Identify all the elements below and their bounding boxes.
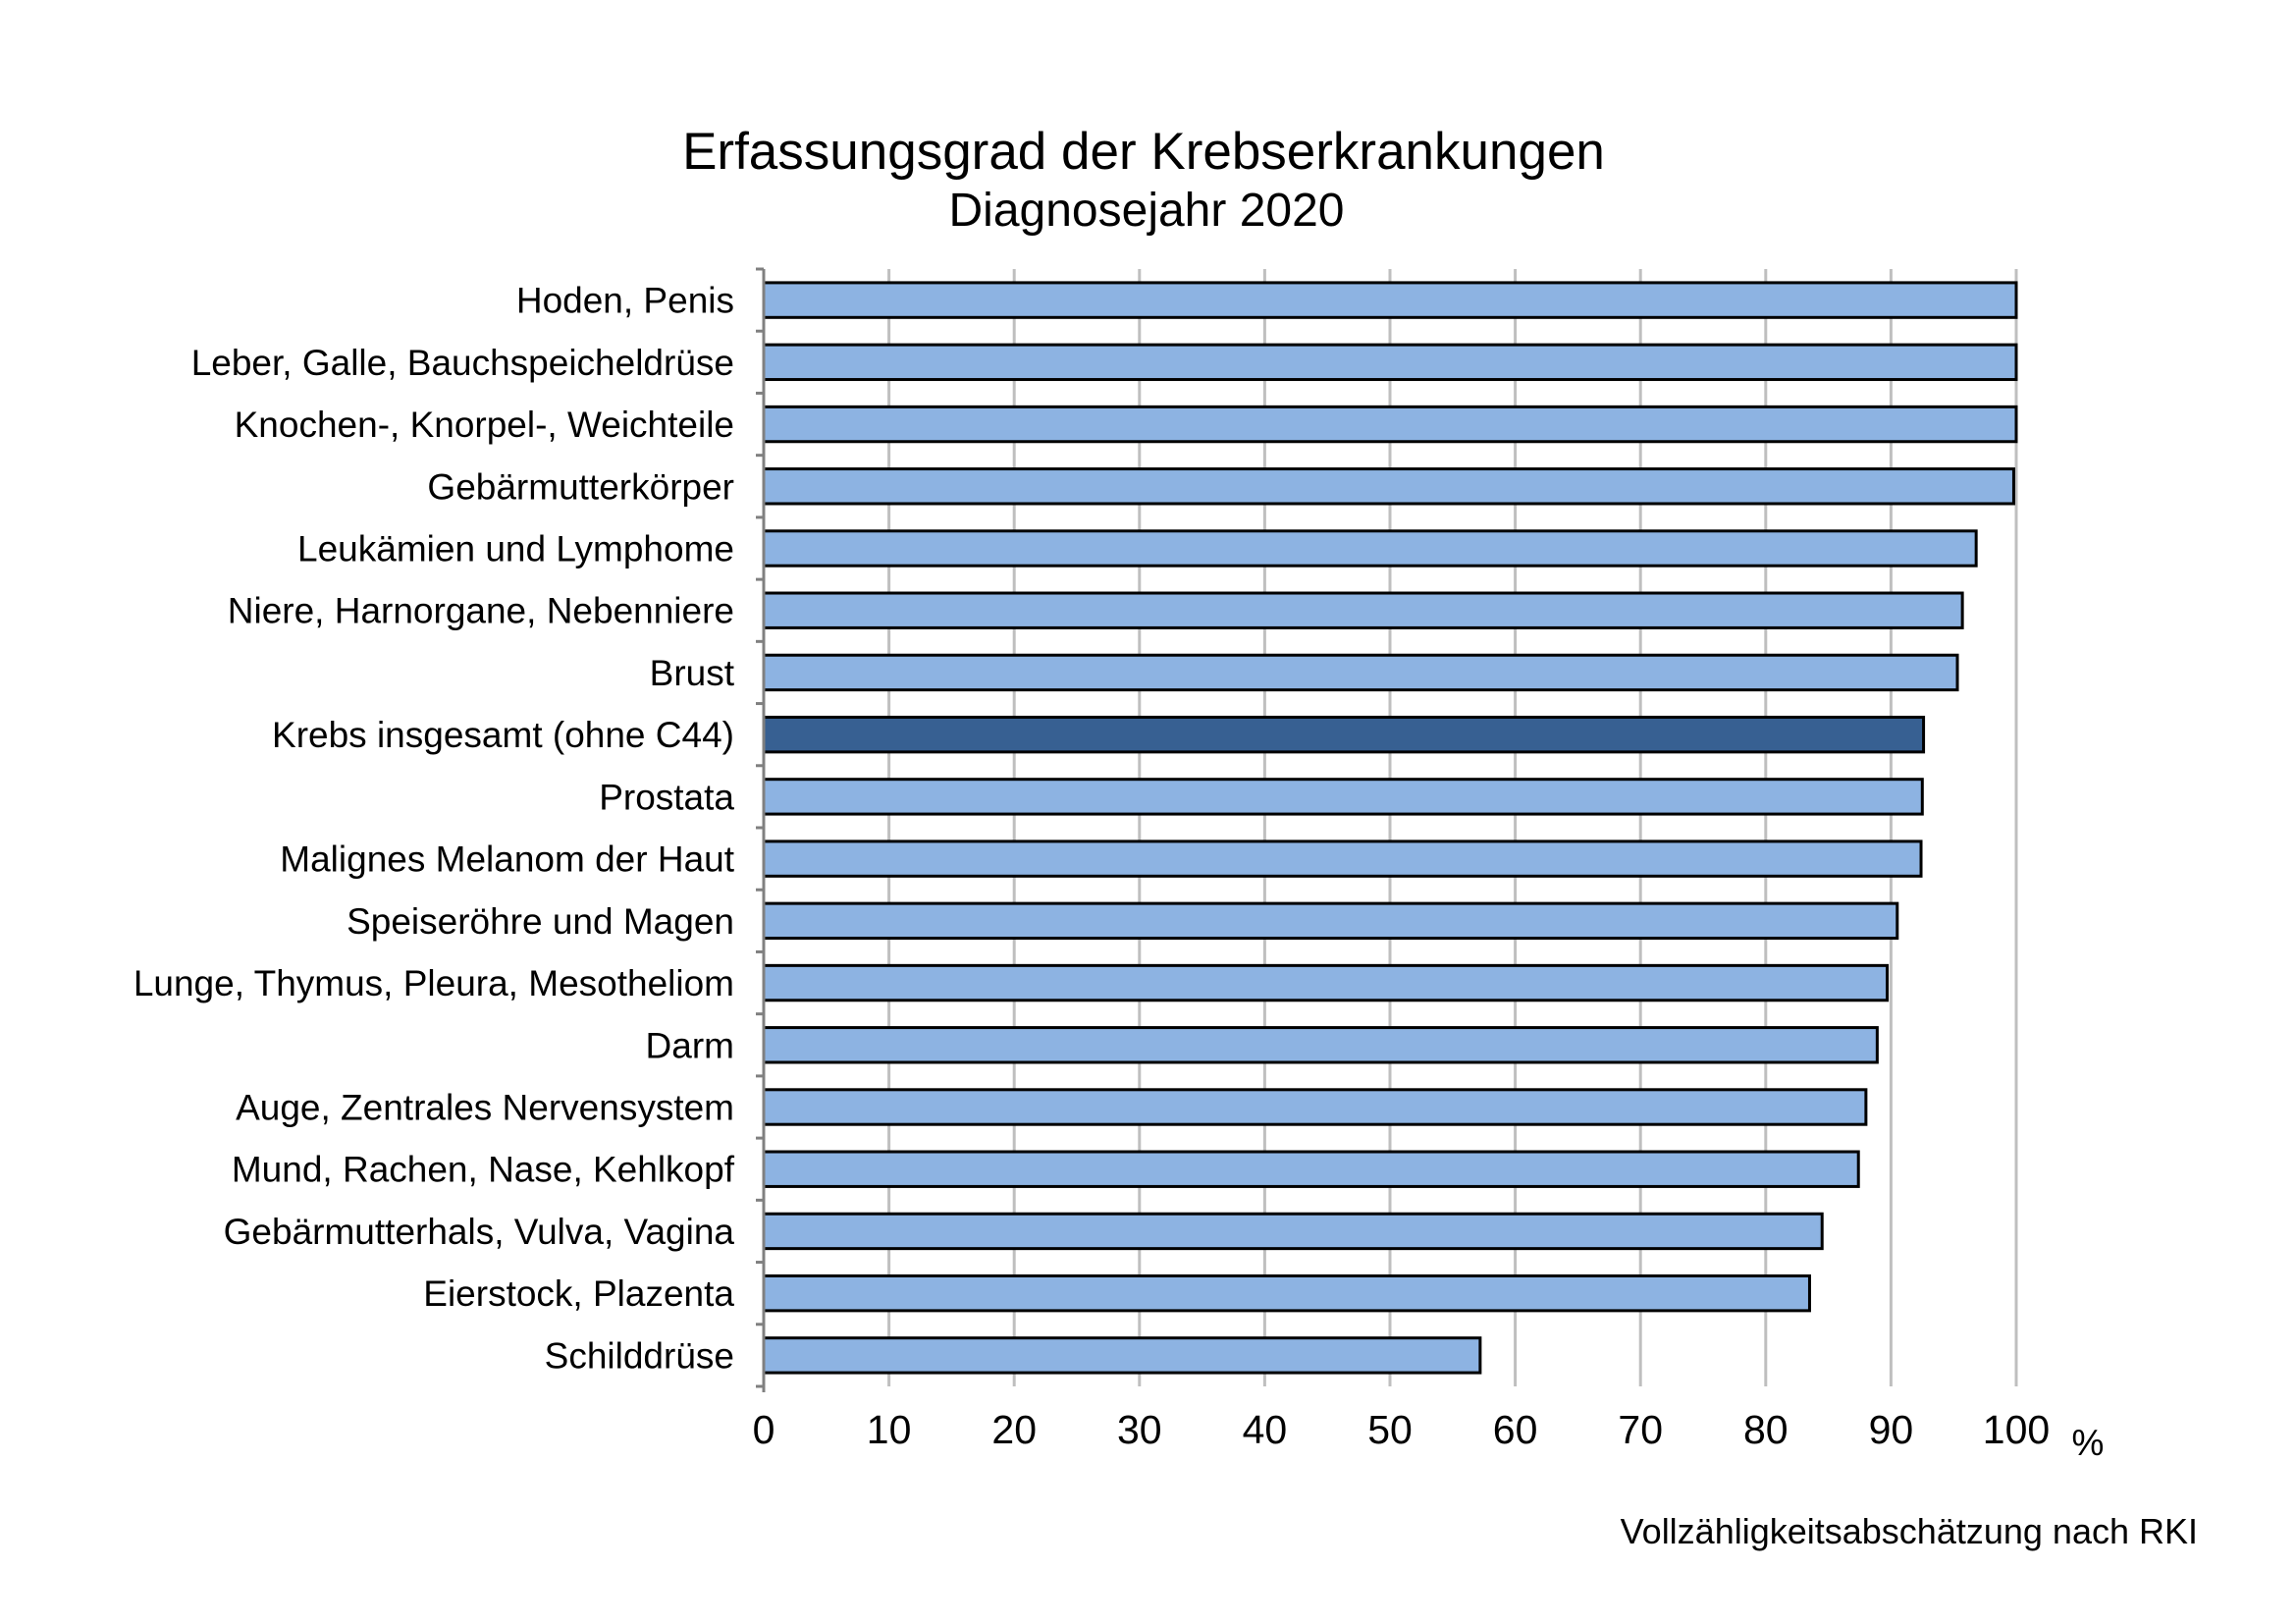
chart-title: Erfassungsgrad der Krebserkrankungen	[682, 123, 1605, 181]
category-label: Malignes Melanom der Haut	[280, 839, 734, 880]
bar	[762, 405, 2018, 444]
category-label: Eierstock, Plazenta	[423, 1273, 734, 1314]
bar	[762, 343, 2018, 382]
bar	[762, 653, 1959, 692]
category-label: Hoden, Penis	[516, 281, 734, 321]
category-label: Krebs insgesamt (ohne C44)	[272, 715, 734, 755]
x-axis-unit-label: %	[2072, 1423, 2105, 1463]
gridlines	[887, 269, 2018, 1386]
x-tick-label: 50	[1367, 1407, 1413, 1452]
bar	[762, 778, 1924, 816]
bar	[762, 1273, 1811, 1313]
bar	[762, 281, 2018, 319]
category-label: Speiseröhre und Magen	[347, 901, 734, 942]
bar	[762, 467, 2015, 506]
x-tick-label: 30	[1117, 1407, 1162, 1452]
x-tick-label: 60	[1493, 1407, 1538, 1452]
category-label: Leukämien und Lymphome	[297, 529, 734, 569]
x-tick-label: 40	[1243, 1407, 1288, 1452]
bar	[762, 963, 1890, 1002]
category-label: Lunge, Thymus, Pleura, Mesotheliom	[133, 963, 734, 1003]
x-tick-label: 0	[753, 1407, 775, 1452]
x-tick-label: 80	[1743, 1407, 1789, 1452]
chart-subtitle: Diagnosejahr 2020	[949, 185, 1345, 237]
x-tick-label: 20	[991, 1407, 1037, 1452]
bar	[762, 901, 1899, 941]
category-label: Brust	[650, 653, 735, 693]
category-label: Prostata	[599, 777, 734, 817]
x-tick-label: 90	[1869, 1407, 1914, 1452]
bar	[762, 591, 1964, 629]
category-label: Knochen-, Knorpel-, Weichteile	[235, 405, 734, 445]
source-note: Vollzähligkeitsabschätzung nach RKI	[1621, 1511, 2198, 1551]
x-tick-label: 100	[1983, 1407, 2050, 1452]
bar	[762, 1026, 1879, 1064]
x-tick-label: 70	[1618, 1407, 1663, 1452]
axes	[756, 267, 766, 1392]
bars	[762, 281, 2018, 1375]
bar	[762, 1336, 1482, 1375]
category-label: Schilddrüse	[545, 1335, 734, 1376]
bar	[762, 529, 1978, 568]
bar	[762, 1150, 1860, 1188]
category-label: Niere, Harnorgane, Nebenniere	[228, 591, 734, 631]
category-label: Leber, Galle, Bauchspeicheldrüse	[191, 343, 734, 383]
category-label: Gebärmutterhals, Vulva, Vagina	[224, 1212, 735, 1252]
x-tick-labels: 0 10 20 30 40 50 60 70 80 90 100	[753, 1407, 2051, 1452]
bar	[762, 839, 1923, 878]
category-label: Gebärmutterkörper	[427, 466, 734, 507]
bar	[762, 715, 1926, 754]
category-labels: Hoden, Penis Leber, Galle, Bauchspeicheld…	[133, 281, 735, 1377]
x-tick-label: 10	[867, 1407, 912, 1452]
category-label: Mund, Rachen, Nase, Kehlkopf	[232, 1150, 735, 1190]
bar	[762, 1088, 1868, 1126]
category-label: Auge, Zentrales Nervensystem	[236, 1088, 734, 1128]
category-label: Darm	[646, 1025, 734, 1065]
bar	[762, 1212, 1824, 1251]
